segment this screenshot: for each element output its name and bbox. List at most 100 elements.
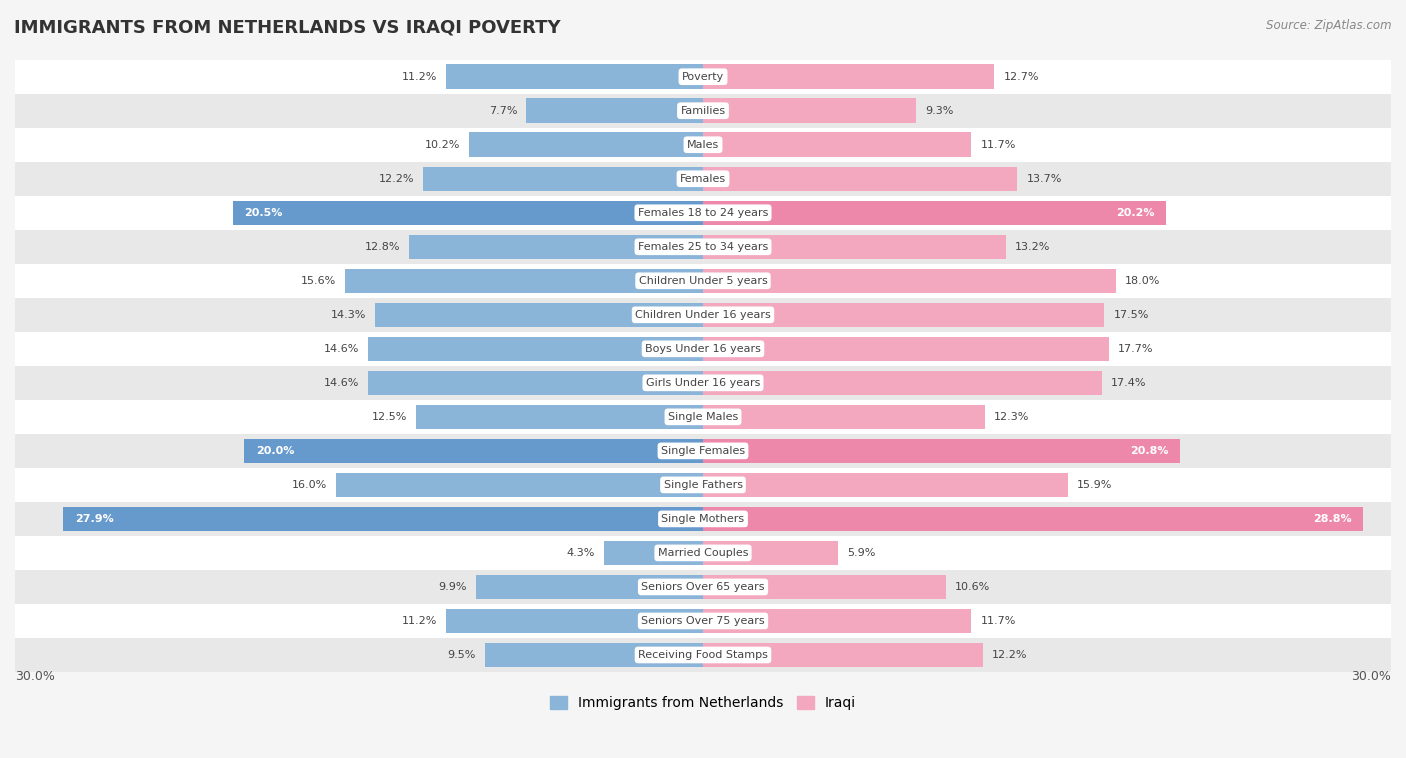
Text: IMMIGRANTS FROM NETHERLANDS VS IRAQI POVERTY: IMMIGRANTS FROM NETHERLANDS VS IRAQI POV…: [14, 19, 561, 37]
Text: 7.7%: 7.7%: [489, 105, 517, 116]
Text: 11.7%: 11.7%: [980, 616, 1017, 626]
Bar: [703, 302, 1104, 327]
Bar: [15, 230, 1391, 264]
Text: 20.8%: 20.8%: [1130, 446, 1168, 456]
Bar: [703, 133, 972, 157]
Bar: [63, 506, 703, 531]
Text: Girls Under 16 years: Girls Under 16 years: [645, 377, 761, 388]
Text: Boys Under 16 years: Boys Under 16 years: [645, 344, 761, 354]
Text: 30.0%: 30.0%: [1351, 669, 1391, 682]
Text: 12.7%: 12.7%: [1004, 72, 1039, 82]
Text: Children Under 5 years: Children Under 5 years: [638, 276, 768, 286]
Text: Married Couples: Married Couples: [658, 548, 748, 558]
Text: 12.2%: 12.2%: [993, 650, 1028, 660]
Text: 17.4%: 17.4%: [1111, 377, 1147, 388]
Text: 11.2%: 11.2%: [402, 616, 437, 626]
Bar: [409, 234, 703, 259]
Text: 5.9%: 5.9%: [848, 548, 876, 558]
Bar: [15, 570, 1391, 604]
Text: Receiving Food Stamps: Receiving Food Stamps: [638, 650, 768, 660]
Text: Single Mothers: Single Mothers: [661, 514, 745, 524]
Bar: [703, 643, 983, 667]
Bar: [15, 60, 1391, 94]
Bar: [470, 133, 703, 157]
Bar: [15, 366, 1391, 400]
Text: 20.5%: 20.5%: [245, 208, 283, 218]
Bar: [15, 536, 1391, 570]
Text: 9.3%: 9.3%: [925, 105, 953, 116]
Bar: [526, 99, 703, 123]
Bar: [703, 234, 1005, 259]
Text: 20.2%: 20.2%: [1116, 208, 1154, 218]
Text: 12.2%: 12.2%: [378, 174, 413, 183]
Text: Seniors Over 65 years: Seniors Over 65 years: [641, 582, 765, 592]
Text: Single Males: Single Males: [668, 412, 738, 422]
Bar: [703, 371, 1102, 395]
Bar: [703, 506, 1364, 531]
Text: 14.6%: 14.6%: [323, 377, 359, 388]
Text: 15.9%: 15.9%: [1077, 480, 1112, 490]
Bar: [703, 64, 994, 89]
Text: 11.7%: 11.7%: [980, 139, 1017, 150]
Text: Females 25 to 34 years: Females 25 to 34 years: [638, 242, 768, 252]
Text: 9.5%: 9.5%: [447, 650, 477, 660]
Text: 14.6%: 14.6%: [323, 344, 359, 354]
Bar: [703, 575, 946, 599]
Bar: [416, 405, 703, 429]
Bar: [15, 196, 1391, 230]
Bar: [15, 128, 1391, 161]
Bar: [15, 298, 1391, 332]
Text: 18.0%: 18.0%: [1125, 276, 1160, 286]
Text: 9.9%: 9.9%: [439, 582, 467, 592]
Bar: [15, 161, 1391, 196]
Text: Single Females: Single Females: [661, 446, 745, 456]
Text: 12.5%: 12.5%: [371, 412, 408, 422]
Text: Single Fathers: Single Fathers: [664, 480, 742, 490]
Text: 27.9%: 27.9%: [75, 514, 114, 524]
Text: 10.2%: 10.2%: [425, 139, 460, 150]
Legend: Immigrants from Netherlands, Iraqi: Immigrants from Netherlands, Iraqi: [544, 691, 862, 716]
Text: Seniors Over 75 years: Seniors Over 75 years: [641, 616, 765, 626]
Bar: [703, 201, 1166, 225]
Bar: [703, 99, 917, 123]
Bar: [703, 609, 972, 633]
Bar: [15, 638, 1391, 672]
Bar: [703, 439, 1180, 463]
Text: 30.0%: 30.0%: [15, 669, 55, 682]
Text: 16.0%: 16.0%: [291, 480, 326, 490]
Text: Source: ZipAtlas.com: Source: ZipAtlas.com: [1267, 19, 1392, 32]
Text: Females: Females: [681, 174, 725, 183]
Bar: [15, 434, 1391, 468]
Bar: [15, 332, 1391, 366]
Text: 15.6%: 15.6%: [301, 276, 336, 286]
Bar: [15, 502, 1391, 536]
Bar: [605, 540, 703, 565]
Text: 17.7%: 17.7%: [1118, 344, 1153, 354]
Bar: [485, 643, 703, 667]
Bar: [15, 264, 1391, 298]
Bar: [703, 405, 986, 429]
Bar: [703, 167, 1017, 191]
Bar: [15, 400, 1391, 434]
Bar: [375, 302, 703, 327]
Bar: [233, 201, 703, 225]
Text: Males: Males: [688, 139, 718, 150]
Bar: [423, 167, 703, 191]
Text: 28.8%: 28.8%: [1313, 514, 1353, 524]
Bar: [446, 64, 703, 89]
Bar: [336, 473, 703, 497]
Text: 13.7%: 13.7%: [1026, 174, 1062, 183]
Text: 12.3%: 12.3%: [994, 412, 1029, 422]
Text: 12.8%: 12.8%: [364, 242, 401, 252]
Text: 11.2%: 11.2%: [402, 72, 437, 82]
Bar: [15, 604, 1391, 638]
Bar: [703, 337, 1109, 361]
Bar: [703, 540, 838, 565]
Text: 14.3%: 14.3%: [330, 310, 366, 320]
Bar: [15, 94, 1391, 128]
Bar: [368, 371, 703, 395]
Bar: [703, 473, 1067, 497]
Bar: [368, 337, 703, 361]
Text: 10.6%: 10.6%: [955, 582, 990, 592]
Text: Families: Families: [681, 105, 725, 116]
